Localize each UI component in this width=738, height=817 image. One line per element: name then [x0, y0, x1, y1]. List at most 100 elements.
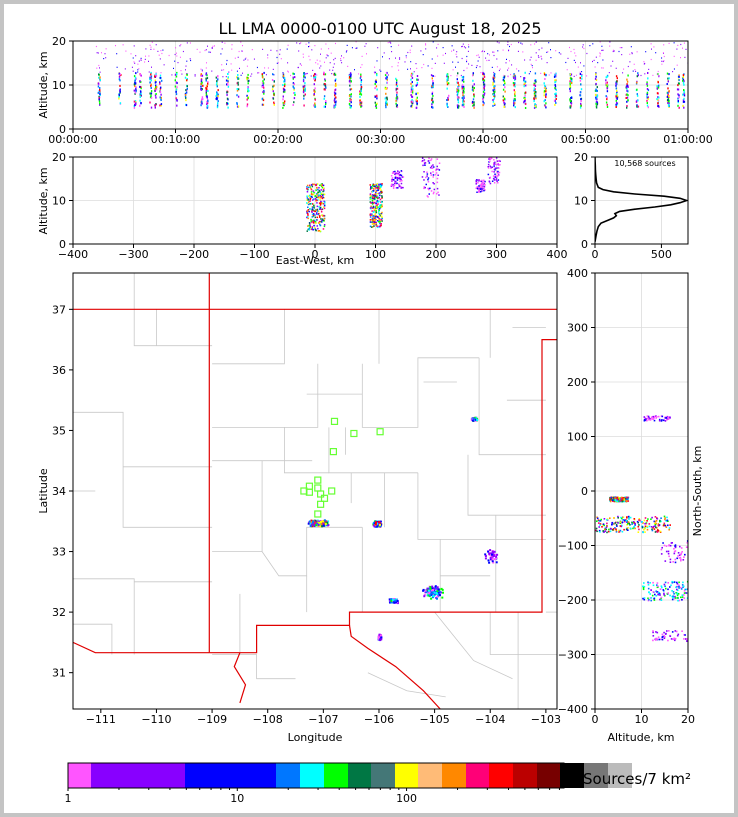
source-point	[137, 63, 139, 65]
source-point	[394, 175, 397, 178]
source-point	[326, 521, 329, 524]
source-point	[514, 85, 516, 88]
source-point	[371, 201, 374, 203]
source-point	[431, 167, 434, 169]
source-point	[283, 88, 285, 91]
source-point	[681, 594, 684, 596]
source-point	[447, 98, 449, 101]
source-point	[411, 77, 414, 79]
source-point	[463, 69, 465, 72]
source-point	[202, 84, 204, 87]
source-point	[668, 528, 670, 531]
source-point	[569, 87, 571, 90]
source-point	[309, 186, 311, 188]
source-point	[433, 587, 436, 590]
source-point	[140, 102, 142, 104]
source-point	[133, 100, 136, 103]
source-point	[349, 97, 351, 100]
source-point	[221, 64, 223, 66]
source-point	[684, 634, 686, 636]
source-point	[261, 73, 263, 76]
plan-view-xtick: −108	[253, 713, 283, 726]
source-point	[236, 76, 238, 79]
source-point	[677, 101, 679, 104]
source-point	[226, 83, 228, 86]
source-point	[371, 218, 373, 221]
source-point	[667, 77, 669, 80]
source-point	[153, 48, 155, 50]
colorbar-segment	[442, 763, 466, 788]
source-point	[512, 82, 515, 84]
source-point	[577, 66, 579, 68]
source-point	[370, 198, 372, 200]
source-point	[292, 85, 294, 88]
source-point	[105, 48, 107, 50]
source-point	[284, 83, 286, 86]
source-point	[314, 227, 316, 229]
source-point	[656, 531, 659, 533]
source-point	[663, 631, 665, 634]
source-point	[595, 75, 597, 78]
source-point	[481, 51, 483, 53]
source-point	[451, 50, 453, 52]
source-point	[379, 634, 382, 637]
source-point	[606, 96, 608, 99]
source-point	[555, 92, 557, 95]
source-point	[611, 529, 614, 531]
source-point	[372, 190, 375, 192]
source-point	[267, 57, 269, 59]
source-point	[370, 187, 373, 189]
source-point	[487, 559, 490, 562]
source-point	[682, 99, 685, 102]
source-point	[433, 183, 435, 185]
source-point	[676, 588, 678, 591]
source-point	[619, 499, 622, 502]
source-point	[618, 531, 621, 533]
source-point	[206, 95, 208, 98]
altitude-histogram-ytick: 20	[574, 151, 588, 164]
source-point	[329, 69, 331, 71]
source-point	[496, 58, 498, 60]
source-point	[683, 597, 686, 599]
source-point	[331, 73, 333, 75]
source-point	[216, 98, 218, 101]
source-point	[427, 592, 430, 595]
source-point	[314, 228, 317, 230]
source-point	[319, 224, 322, 227]
source-point	[446, 78, 448, 81]
source-point	[231, 69, 233, 71]
county-line	[73, 623, 113, 655]
source-point	[356, 47, 358, 49]
source-point	[662, 524, 665, 527]
source-point	[323, 217, 326, 220]
source-point	[395, 105, 398, 108]
source-point	[206, 102, 209, 105]
source-point	[673, 593, 675, 595]
source-point	[681, 596, 684, 598]
source-point	[293, 92, 295, 94]
station-marker	[317, 500, 325, 508]
source-point	[159, 74, 162, 77]
source-point	[308, 229, 311, 231]
source-point	[391, 51, 393, 53]
source-point	[161, 79, 163, 82]
source-point	[425, 43, 427, 45]
source-point	[488, 180, 491, 182]
source-point	[647, 89, 650, 92]
source-point	[168, 54, 170, 57]
source-point	[318, 202, 321, 204]
source-point	[306, 199, 308, 201]
source-point	[646, 99, 648, 102]
source-point	[626, 96, 629, 99]
source-point	[262, 103, 265, 106]
source-point	[493, 73, 496, 76]
source-point	[669, 544, 672, 547]
source-point	[475, 183, 477, 185]
source-point	[284, 100, 286, 103]
source-point	[670, 584, 672, 587]
source-point	[115, 45, 116, 47]
source-point	[236, 94, 238, 97]
source-point	[447, 82, 450, 85]
source-point	[381, 205, 383, 207]
source-point	[317, 191, 320, 193]
